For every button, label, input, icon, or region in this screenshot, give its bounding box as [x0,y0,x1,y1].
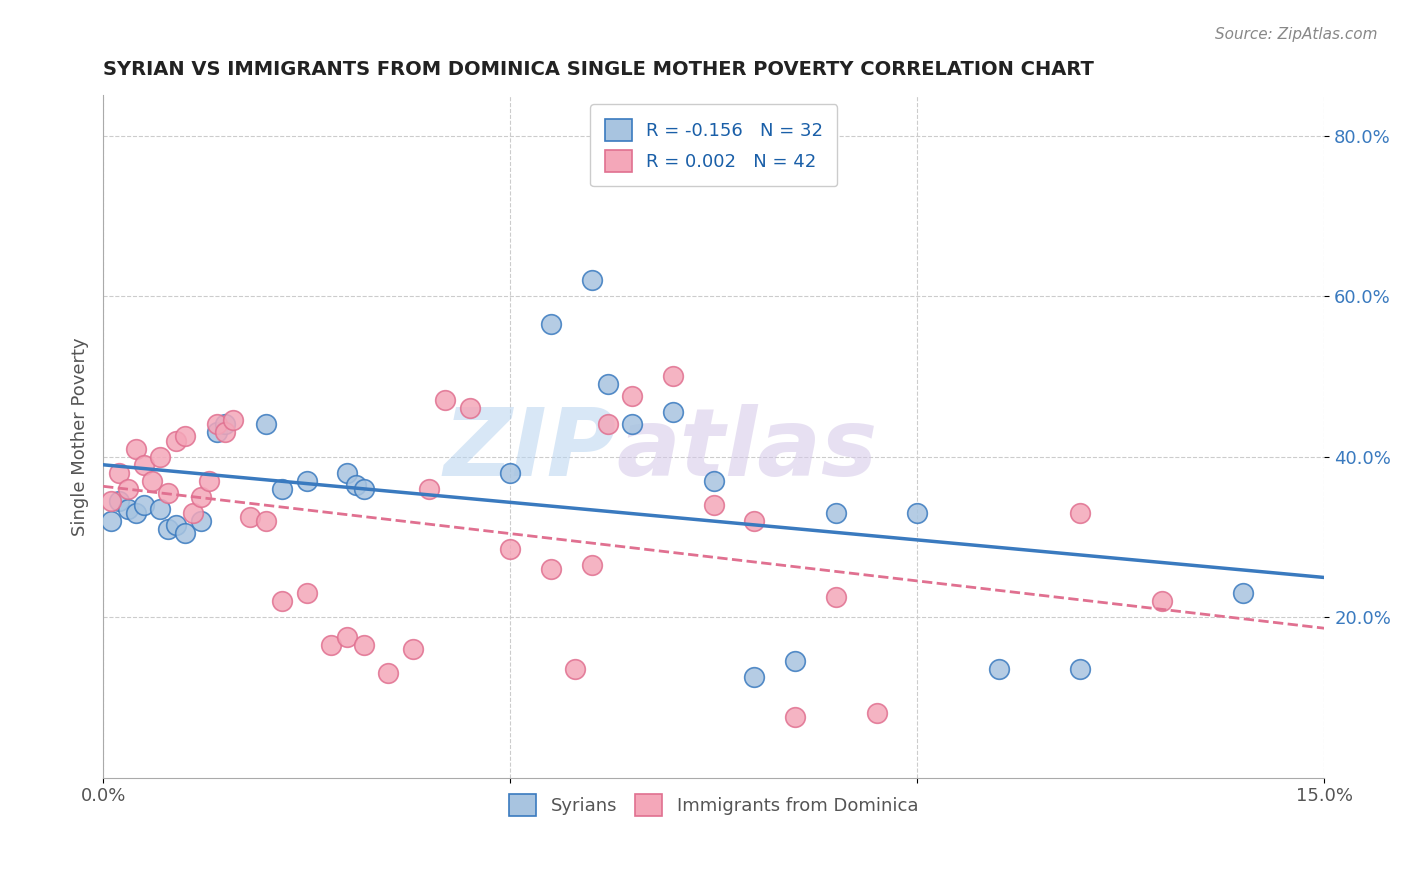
Point [141,474,163,488]
Point [344,477,367,491]
Point [353,482,375,496]
Text: ZIP: ZIP [443,404,616,496]
Point [100,514,122,528]
Point [117,482,139,496]
Point [198,474,221,488]
Point [336,630,359,644]
Point [173,525,195,540]
Point [132,498,155,512]
Point [458,401,481,416]
Point [173,429,195,443]
Point [149,450,172,464]
Point [499,466,522,480]
Point [377,666,399,681]
Point [581,273,603,287]
Text: atlas: atlas [616,404,877,496]
Point [125,506,148,520]
Point [621,389,644,403]
Point [271,594,294,608]
Point [205,417,228,432]
Point [125,442,148,456]
Point [564,662,586,676]
Point [214,425,236,440]
Point [905,506,928,520]
Point [1150,594,1173,608]
Point [662,405,685,419]
Point [540,562,562,576]
Point [785,710,807,724]
Point [353,638,375,652]
Text: SYRIAN VS IMMIGRANTS FROM DOMINICA SINGLE MOTHER POVERTY CORRELATION CHART: SYRIAN VS IMMIGRANTS FROM DOMINICA SINGL… [103,60,1094,78]
Point [239,509,262,524]
Point [117,501,139,516]
Y-axis label: Single Mother Poverty: Single Mother Poverty [72,337,89,536]
Point [222,413,245,427]
Point [703,474,725,488]
Point [581,558,603,572]
Point [499,541,522,556]
Text: Source: ZipAtlas.com: Source: ZipAtlas.com [1215,27,1378,42]
Point [1232,586,1254,600]
Point [1069,662,1091,676]
Point [418,482,440,496]
Point [205,425,228,440]
Point [190,514,212,528]
Point [190,490,212,504]
Point [214,417,236,432]
Point [108,493,131,508]
Legend: Syrians, Immigrants from Dominica: Syrians, Immigrants from Dominica [502,787,925,823]
Point [336,466,359,480]
Point [149,501,172,516]
Point [865,706,887,721]
Point [271,482,294,496]
Point [254,514,277,528]
Point [157,485,180,500]
Point [744,670,766,684]
Point [100,493,122,508]
Point [621,417,644,432]
Point [295,474,318,488]
Point [703,498,725,512]
Point [662,369,685,384]
Point [540,317,562,331]
Point [319,638,342,652]
Point [157,522,180,536]
Point [254,417,277,432]
Point [401,642,423,657]
Point [825,590,848,604]
Point [785,654,807,668]
Point [825,506,848,520]
Point [132,458,155,472]
Point [181,506,204,520]
Point [434,393,457,408]
Point [744,514,766,528]
Point [596,417,619,432]
Point [108,466,131,480]
Point [165,434,187,448]
Point [165,517,187,532]
Point [1069,506,1091,520]
Point [987,662,1010,676]
Point [596,377,619,392]
Point [295,586,318,600]
